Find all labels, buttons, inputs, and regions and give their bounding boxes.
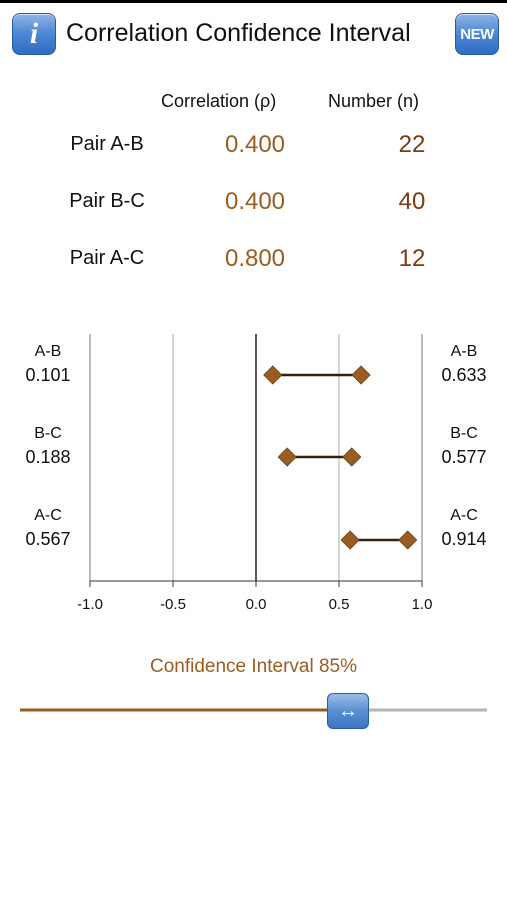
number-input-ab[interactable]: 22 (398, 131, 426, 158)
left-label-ab: A-B (34, 343, 62, 360)
row-label-pair-bc: Pair B-C (69, 190, 145, 212)
correlation-input-bc[interactable]: 0.400 (224, 188, 286, 215)
double-arrow-icon: ↔ (338, 699, 358, 722)
lower-marker-a-c (340, 530, 360, 550)
x-tick-label: 1.0 (412, 596, 433, 613)
lower-bound-bc: 0.188 (25, 447, 71, 467)
upper-marker-a-c (398, 530, 418, 550)
right-label-ac: A-C (450, 507, 478, 524)
new-button[interactable]: NEW (455, 13, 499, 55)
upper-bound-ab: 0.633 (441, 365, 487, 385)
x-tick-label: 0.0 (246, 596, 267, 613)
x-tick-label: 0.5 (329, 596, 350, 613)
number-input-ac[interactable]: 12 (398, 245, 426, 272)
correlation-input-ac[interactable]: 0.800 (224, 245, 286, 272)
slider-caption: Confidence Interval 85% (149, 656, 357, 677)
row-label-pair-ab: Pair A-B (70, 133, 144, 155)
upper-marker-a-b (351, 365, 371, 385)
confidence-slider-track[interactable] (0, 3, 507, 763)
upper-bound-bc: 0.577 (441, 447, 487, 467)
lower-bound-ac: 0.567 (25, 529, 71, 549)
column-header-number: Number (n) (328, 91, 420, 111)
right-label-bc: B-C (450, 425, 478, 442)
info-icon: i (29, 17, 39, 50)
lower-bound-ab: 0.101 (25, 365, 71, 385)
lower-marker-a-b (263, 365, 283, 385)
confidence-interval-chart: -1.0 -0.5 0.0 0.5 1.0 (77, 334, 433, 613)
left-label-ac: A-C (34, 507, 62, 524)
confidence-slider-thumb[interactable]: ↔ (327, 693, 369, 729)
upper-bound-ac: 0.914 (441, 529, 487, 549)
upper-marker-b-c (342, 447, 362, 467)
info-button[interactable]: i (12, 13, 56, 55)
lower-marker-b-c (277, 447, 297, 467)
row-label-pair-ac: Pair A-C (69, 247, 145, 269)
page-title: Correlation Confidence Interval (66, 19, 411, 47)
new-button-label: NEW (460, 25, 494, 43)
x-tick-label: -0.5 (160, 596, 186, 613)
number-input-bc[interactable]: 40 (398, 188, 426, 215)
x-tick-label: -1.0 (77, 596, 103, 613)
right-label-ab: A-B (450, 343, 478, 360)
column-header-correlation: Correlation (ρ) (161, 91, 277, 111)
correlation-input-ab[interactable]: 0.400 (224, 131, 286, 158)
left-label-bc: B-C (34, 425, 62, 442)
